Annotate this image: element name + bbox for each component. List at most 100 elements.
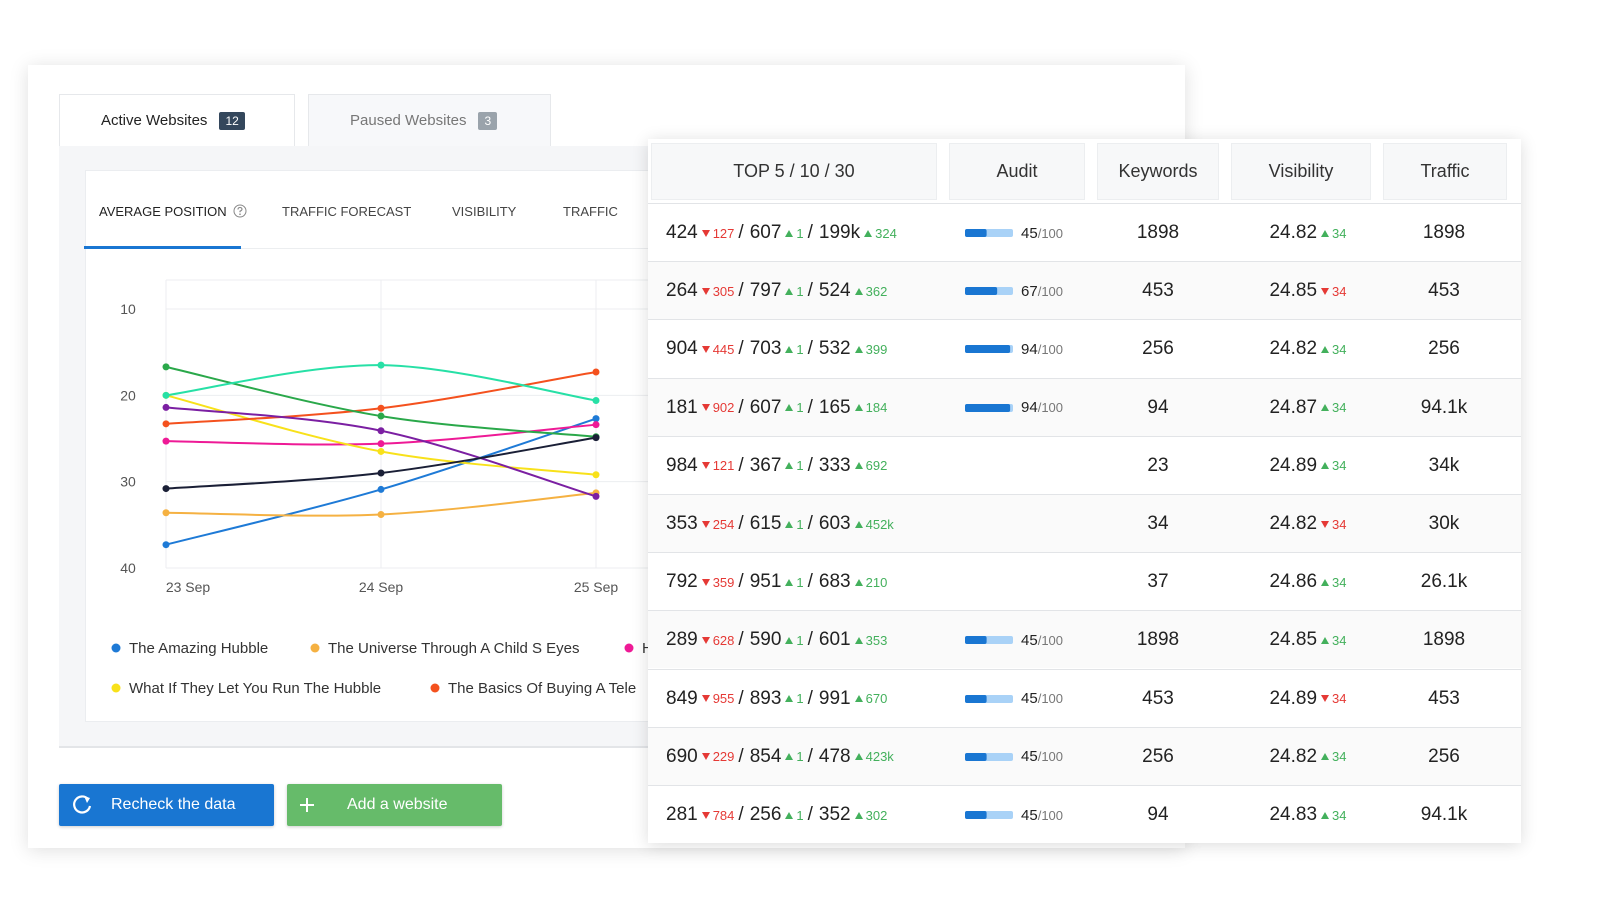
add-button[interactable]: Add a website	[287, 784, 502, 826]
position: 353	[666, 513, 698, 534]
position-change: 784	[712, 807, 735, 823]
table-row: 424 127/607 1/199k 324 45/100 1898 24.82 34 1898	[648, 203, 1521, 261]
audit-fill	[965, 752, 987, 761]
visibility: 24.82	[1269, 222, 1318, 243]
separator: /	[738, 687, 744, 709]
keywords: 94	[1147, 396, 1169, 418]
arrow-up	[1321, 404, 1330, 412]
separator: /	[807, 804, 813, 825]
audit-fill	[965, 811, 987, 819]
arrow-up	[785, 753, 794, 761]
arrow-up	[785, 636, 794, 644]
audit-score: 45	[1021, 748, 1038, 766]
traffic-cell: 34k	[1384, 437, 1504, 495]
arrow-down	[701, 287, 710, 295]
separator: /	[1037, 341, 1042, 357]
visibility: 24.89	[1269, 454, 1318, 476]
visibility-change: 34	[1332, 400, 1347, 416]
arrow-up	[854, 345, 863, 353]
audit-bar	[965, 287, 1013, 296]
arrow-down	[701, 345, 710, 353]
top-cell: 353 254/615 1/603 452k	[666, 495, 894, 553]
separator: /	[738, 396, 744, 418]
visibility: 24.82	[1269, 745, 1318, 767]
arrow-up	[785, 287, 794, 295]
audit-max: 100	[1041, 749, 1064, 765]
audit-max: 100	[1041, 283, 1064, 299]
tab-paused[interactable]: Paused Websites 3	[308, 94, 551, 146]
keywords-cell: 94	[1098, 379, 1218, 437]
separator: /	[738, 280, 744, 302]
refresh-arc	[73, 795, 92, 814]
separator: /	[1037, 225, 1042, 241]
arrow-down	[1321, 520, 1330, 528]
visibility: 24.86	[1269, 571, 1318, 593]
audit-cell: 45/100	[965, 611, 1063, 669]
tab-active[interactable]: Active Websites 12	[59, 94, 295, 146]
position: 690	[666, 745, 698, 767]
audit-cell: 45/100	[965, 204, 1063, 262]
audit-bar	[965, 752, 1013, 761]
position: 478	[818, 745, 851, 767]
chart-tab[interactable]: TRAFFIC FORECAST	[282, 204, 412, 219]
traffic: 30k	[1428, 513, 1460, 534]
visibility: 24.83	[1269, 804, 1318, 825]
visibility-cell: 24.82 34	[1238, 728, 1378, 786]
position-change: 452k	[865, 516, 894, 532]
arrow-up	[1321, 636, 1330, 644]
chart-tab[interactable]: AVERAGE POSITION	[99, 204, 227, 219]
position-change: 362	[865, 283, 888, 299]
refresh-head	[84, 796, 90, 803]
column-header: TOP 5 / 10 / 30	[651, 143, 937, 200]
top-cell: 264 305/797 1/524 362	[666, 262, 887, 320]
separator: /	[807, 571, 813, 593]
audit-max: 100	[1041, 691, 1064, 707]
position-change: 692	[865, 458, 888, 474]
tab-label: Paused Websites	[350, 112, 467, 129]
position-change: 670	[865, 691, 888, 707]
visibility-change: 34	[1332, 458, 1347, 474]
audit-cell: 94/100	[965, 320, 1063, 378]
arrow-up	[785, 520, 794, 528]
audit-fill	[965, 636, 987, 645]
arrow-up	[1321, 578, 1330, 586]
separator: /	[1037, 749, 1042, 765]
position: 683	[818, 571, 851, 593]
traffic-cell: 256	[1384, 320, 1504, 378]
position: 264	[666, 280, 698, 302]
arrow-up	[854, 636, 863, 644]
position: 256	[749, 804, 782, 825]
visibility-cell: 24.86 34	[1238, 553, 1378, 611]
position: 601	[818, 629, 851, 651]
position-change: 1	[796, 516, 804, 532]
position-change: 1	[796, 283, 804, 299]
traffic-cell: 30k	[1384, 495, 1504, 553]
chart-tab[interactable]: VISIBILITY	[452, 204, 517, 219]
recheck-button[interactable]: Recheck the data	[59, 784, 274, 826]
top-cell: 424 127/607 1/199k 324	[666, 204, 897, 262]
separator: /	[807, 629, 813, 651]
separator: /	[1037, 283, 1042, 299]
keywords: 1898	[1136, 629, 1180, 651]
help-icon[interactable]	[233, 204, 247, 218]
position: 424	[666, 222, 698, 243]
table-row: 181 902/607 1/165 184 94/100 94 24.87 34 94.1k	[648, 377, 1521, 437]
traffic-cell: 94.1k	[1384, 379, 1504, 437]
arrow-up	[854, 578, 863, 586]
separator: /	[807, 280, 813, 302]
arrow-down	[701, 462, 710, 470]
top-cell: 289 628/590 1/601 353	[666, 611, 887, 669]
visibility-cell: 24.82 34	[1238, 320, 1378, 378]
visibility-change: 34	[1332, 341, 1347, 357]
keywords-cell: 37	[1098, 553, 1218, 611]
visibility: 24.85	[1269, 629, 1318, 651]
audit-cell: 94/100	[965, 379, 1063, 437]
audit-score: 94	[1021, 340, 1038, 358]
traffic: 26.1k	[1420, 571, 1468, 593]
audit-cell: 67/100	[965, 262, 1063, 320]
position: 849	[666, 687, 698, 709]
chart-tab[interactable]: TRAFFIC	[563, 204, 618, 219]
separator: /	[738, 338, 744, 360]
separator: /	[738, 629, 744, 651]
